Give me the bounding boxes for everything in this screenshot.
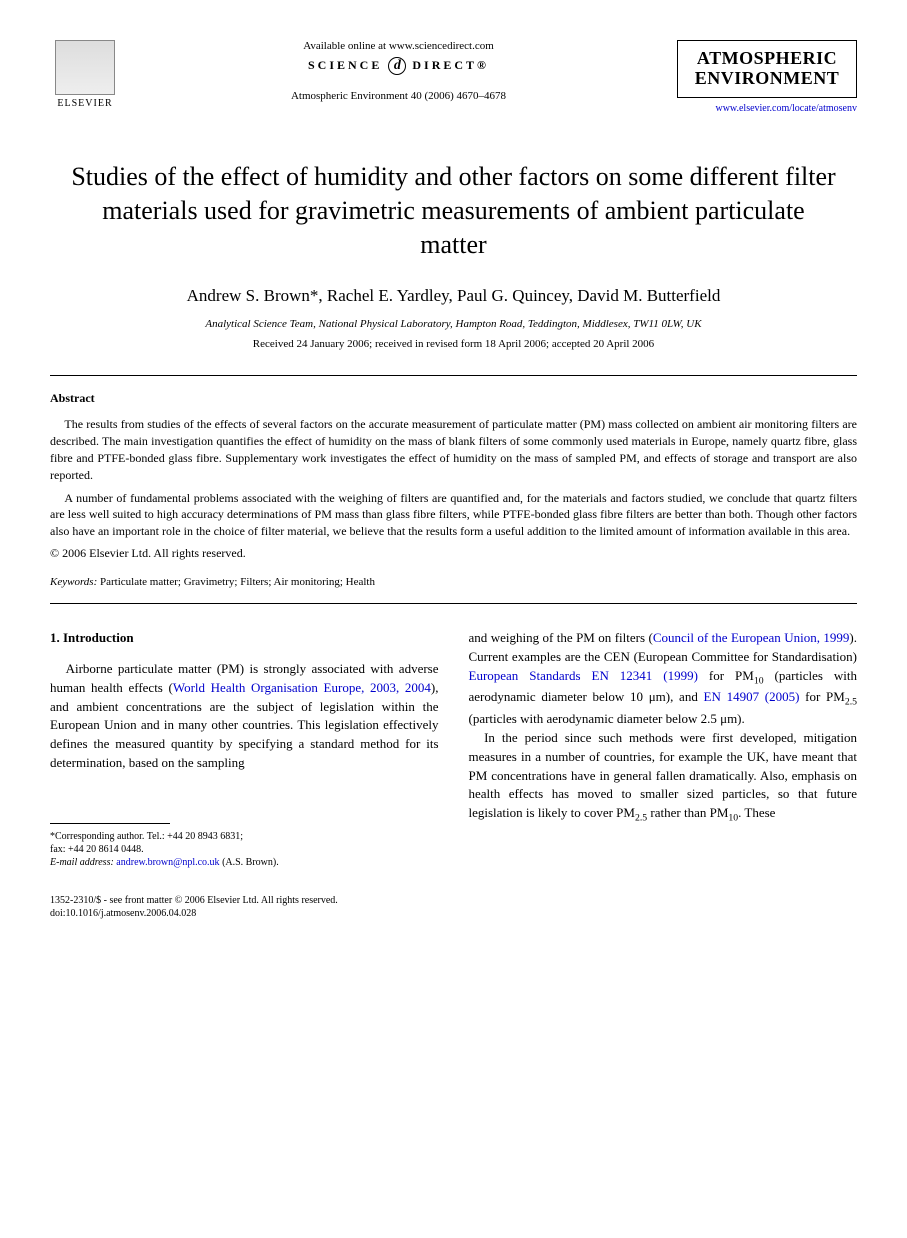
c2p1-c: for PM xyxy=(698,668,754,683)
elsevier-tree-icon xyxy=(55,40,115,95)
page-header: ELSEVIER Available online at www.science… xyxy=(50,40,857,120)
sd-left: SCIENCE xyxy=(308,58,382,72)
rule-bottom xyxy=(50,603,857,604)
abstract-p1: The results from studies of the effects … xyxy=(50,416,857,483)
journal-name-line1: ATMOSPHERIC xyxy=(688,49,846,69)
footnote-block: *Corresponding author. Tel.: +44 20 8943… xyxy=(50,830,439,869)
article-title: Studies of the effect of humidity and ot… xyxy=(70,160,837,261)
c2p1-ref1[interactable]: Council of the European Union, 1999 xyxy=(653,630,850,645)
authors-line: Andrew S. Brown*, Rachel E. Yardley, Pau… xyxy=(50,286,857,306)
column-right: and weighing of the PM on filters (Counc… xyxy=(469,629,858,869)
col2-para1: and weighing of the PM on filters (Counc… xyxy=(469,629,858,729)
c2p2-sub1: 2.5 xyxy=(635,813,647,824)
col1-para1: Airborne particulate matter (PM) is stro… xyxy=(50,660,439,773)
available-online-text: Available online at www.sciencedirect.co… xyxy=(120,40,677,52)
journal-name-line2: ENVIRONMENT xyxy=(688,69,846,89)
c2p2-b: rather than PM xyxy=(647,805,728,820)
sd-right: DIRECT® xyxy=(412,58,489,72)
column-left: 1. Introduction Airborne particulate mat… xyxy=(50,629,439,869)
abstract-p2: A number of fundamental problems associa… xyxy=(50,490,857,540)
rule-top xyxy=(50,375,857,376)
center-header: Available online at www.sciencedirect.co… xyxy=(120,40,677,102)
body-columns: 1. Introduction Airborne particulate mat… xyxy=(50,629,857,869)
elsevier-label: ELSEVIER xyxy=(57,98,112,109)
journal-url[interactable]: www.elsevier.com/locate/atmosenv xyxy=(677,103,857,114)
footnote-rule xyxy=(50,823,170,824)
c2p1-sub2: 2.5 xyxy=(845,697,857,708)
footnote-email[interactable]: andrew.brown@npl.co.uk xyxy=(114,857,222,868)
abstract-copyright: © 2006 Elsevier Ltd. All rights reserved… xyxy=(50,546,857,561)
c2p2-sub2: 10 xyxy=(728,813,738,824)
keywords-label: Keywords: xyxy=(50,576,97,588)
c2p1-e: for PM xyxy=(799,689,844,704)
c1p1-ref1[interactable]: World Health Organisation Europe, 2003, … xyxy=(173,680,431,695)
footnote-email-line: E-mail address: andrew.brown@npl.co.uk (… xyxy=(50,856,439,869)
sciencedirect-logo: SCIENCE d DIRECT® xyxy=(120,57,677,75)
c2p1-f: (particles with aerodynamic diameter bel… xyxy=(469,711,745,726)
journal-reference: Atmospheric Environment 40 (2006) 4670–4… xyxy=(120,90,677,102)
footnote-email-name: (A.S. Brown). xyxy=(222,857,279,868)
abstract-heading: Abstract xyxy=(50,391,857,406)
keywords-text: Particulate matter; Gravimetry; Filters;… xyxy=(97,576,375,588)
c2p1-sub1: 10 xyxy=(754,675,764,686)
footnote-corr: *Corresponding author. Tel.: +44 20 8943… xyxy=(50,830,439,843)
footer-line2: doi:10.1016/j.atmosenv.2006.04.028 xyxy=(50,907,857,920)
journal-title-box: ATMOSPHERIC ENVIRONMENT xyxy=(677,40,857,98)
col2-para2: In the period since such methods were fi… xyxy=(469,729,858,826)
dates-line: Received 24 January 2006; received in re… xyxy=(50,338,857,350)
journal-box-wrapper: ATMOSPHERIC ENVIRONMENT www.elsevier.com… xyxy=(677,40,857,114)
affiliation-line: Analytical Science Team, National Physic… xyxy=(50,318,857,330)
keywords-line: Keywords: Particulate matter; Gravimetry… xyxy=(50,576,857,588)
c2p1-ref3[interactable]: EN 14907 (2005) xyxy=(704,689,800,704)
page-footer: 1352-2310/$ - see front matter © 2006 El… xyxy=(50,894,857,920)
section-1-heading: 1. Introduction xyxy=(50,629,439,648)
elsevier-logo: ELSEVIER xyxy=(50,40,120,120)
c2p1-ref2[interactable]: European Standards EN 12341 (1999) xyxy=(469,668,698,683)
c2p2-c: . These xyxy=(738,805,775,820)
footnote-fax: fax: +44 20 8614 0448. xyxy=(50,843,439,856)
footnote-email-label: E-mail address: xyxy=(50,857,114,868)
sd-at-icon: d xyxy=(388,57,406,75)
footer-line1: 1352-2310/$ - see front matter © 2006 El… xyxy=(50,894,857,907)
c2p1-a: and weighing of the PM on filters ( xyxy=(469,630,653,645)
